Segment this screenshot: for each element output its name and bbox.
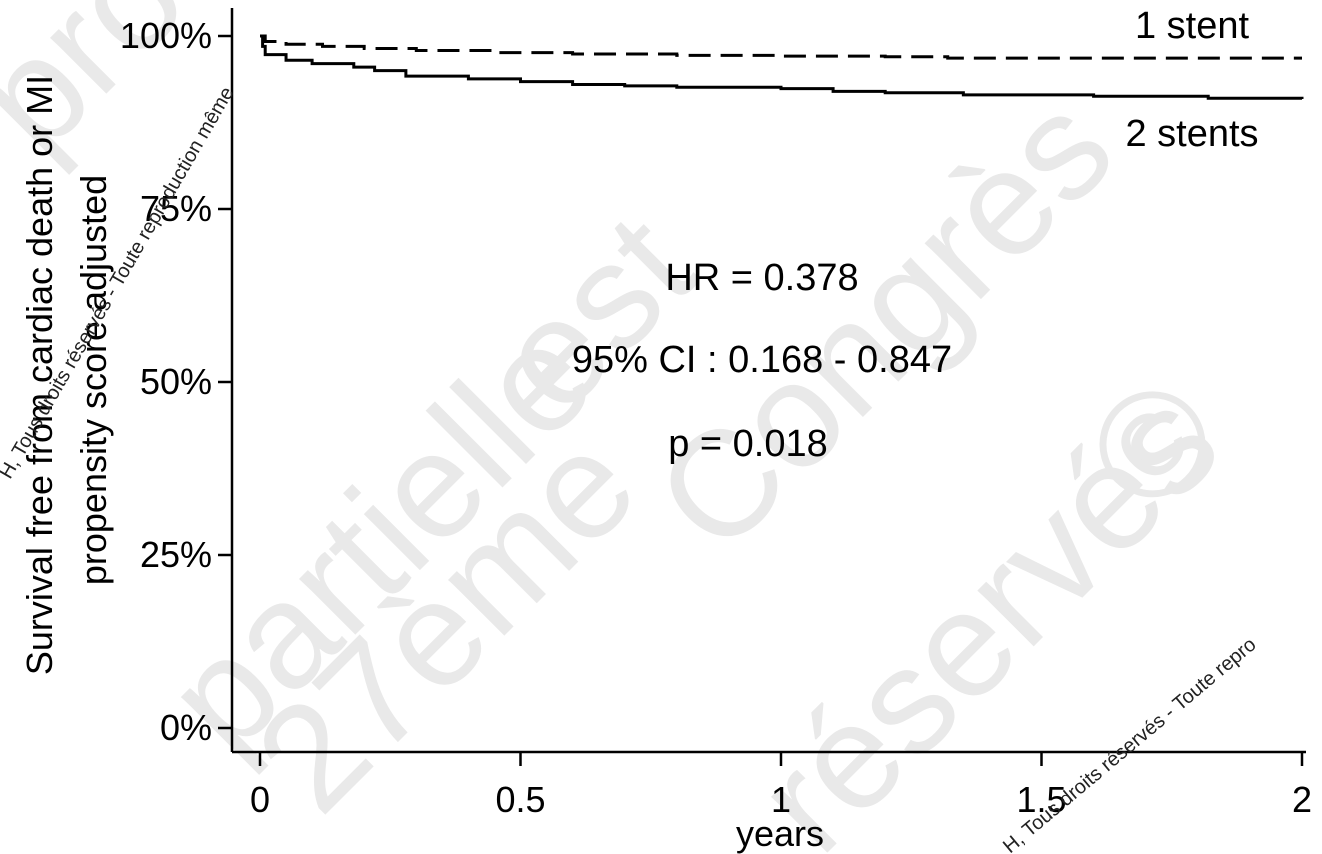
y-axis-title: Survival free from cardiac death or MI [19, 75, 60, 675]
x-tick-label: 0.5 [495, 779, 545, 820]
stat-annotation: HR = 0.378 [665, 257, 858, 299]
y-tick-label: 50% [140, 361, 212, 402]
x-tick-label: 0 [250, 779, 270, 820]
y-tick-label: 75% [140, 188, 212, 229]
y-tick-label: 25% [140, 534, 212, 575]
series-layer [260, 34, 1304, 100]
y-tick-label: 100% [120, 15, 212, 56]
y-tick-label: 0% [160, 707, 212, 748]
axes: 0% 25% 50% 75% 100% 0 0.5 1 1.5 2 years Survival fr… [19, 8, 1312, 854]
y-axis-title: propensity score adjusted [73, 175, 114, 585]
series-label: 1 stent [1135, 5, 1250, 47]
series-label: 2 stents [1125, 113, 1258, 155]
x-tick-label: 1.5 [1016, 779, 1066, 820]
stat-annotation: 95% CI : 0.168 - 0.847 [572, 339, 952, 381]
2-stents-curve [260, 34, 1304, 100]
1-stent-curve [260, 34, 1302, 60]
labels-layer: 1 stent 2 stents HR = 0.378 95% CI : 0.168 … [572, 5, 1259, 465]
x-axis-title: years [736, 813, 824, 854]
x-tick-label: 2 [1292, 779, 1312, 820]
stat-annotation: p = 0.018 [668, 423, 828, 465]
x-tick-label: 1 [771, 779, 791, 820]
